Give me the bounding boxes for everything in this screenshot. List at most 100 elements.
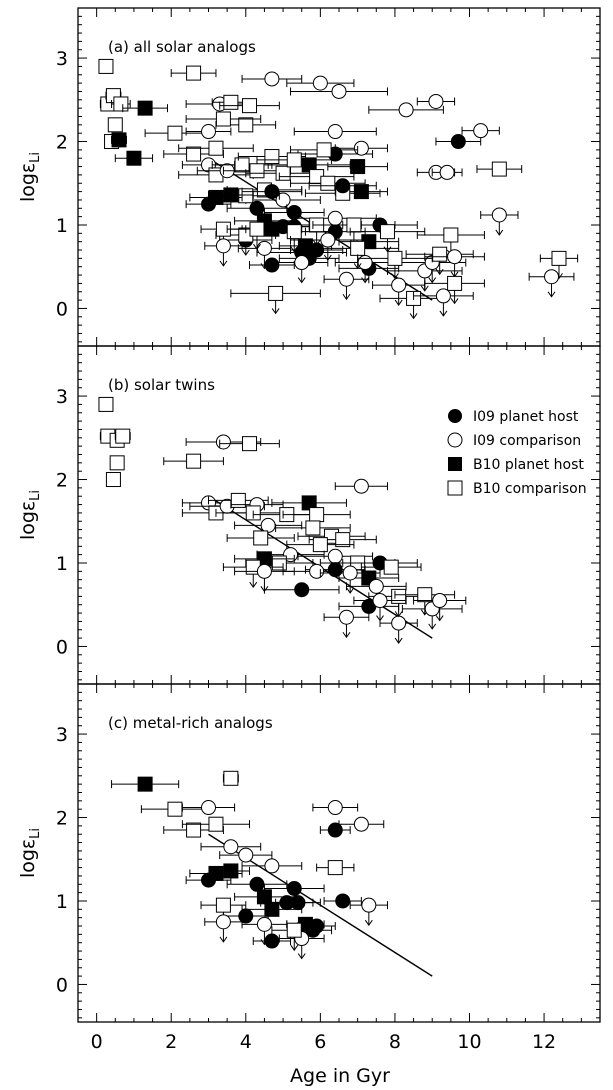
data-point — [413, 593, 467, 622]
data-point — [316, 860, 355, 876]
data-point — [208, 187, 254, 203]
data-point — [267, 157, 351, 173]
marker-open-circle — [264, 71, 280, 87]
upper-limit-arrowhead — [297, 277, 306, 284]
marker-open-square — [491, 161, 507, 177]
marker-open-circle — [353, 140, 369, 156]
y-tick-label: 2 — [56, 132, 68, 154]
marker-open-square — [115, 428, 131, 444]
data-point — [319, 565, 381, 594]
upper-limit-arrowhead — [249, 581, 258, 589]
data-point — [271, 495, 347, 511]
data-point — [185, 124, 232, 140]
data-point — [222, 559, 284, 589]
marker-open-circle — [342, 565, 358, 581]
legend-marker-open-circle — [447, 432, 463, 448]
y-tick-label: 0 — [56, 636, 68, 658]
data-point — [528, 269, 575, 298]
y-tick-label: 3 — [56, 386, 68, 408]
marker-open-circle — [320, 232, 336, 248]
data-point — [226, 530, 295, 546]
marker-open-square — [230, 492, 246, 508]
data-point — [327, 159, 388, 175]
panel-label: (a) all solar analogs — [108, 38, 256, 56]
marker-open-circle — [215, 434, 231, 450]
marker-open-circle — [353, 816, 369, 832]
data-point — [222, 770, 239, 786]
data-point — [263, 880, 325, 896]
data-point — [290, 142, 359, 158]
data-point — [424, 275, 485, 305]
panel-label: (c) metal-rich analogs — [108, 714, 273, 732]
data-point — [312, 800, 359, 816]
marker-open-square — [249, 163, 265, 179]
upper-limit-arrowhead — [409, 313, 418, 320]
y-tick-label: 3 — [56, 48, 68, 70]
marker-open-circle — [309, 563, 325, 579]
marker-open-circle — [338, 271, 354, 287]
marker-open-circle — [260, 517, 276, 533]
marker-open-circle — [223, 839, 239, 855]
upper-limit-arrowhead — [297, 953, 306, 960]
data-point — [286, 537, 355, 553]
y-tick-label: 0 — [56, 974, 68, 996]
marker-open-circle — [368, 578, 384, 594]
marker-open-square — [350, 240, 366, 256]
panel-2: 0 1 2 3 logεLi (b) solar twins — [17, 345, 601, 685]
marker-filled-square — [350, 159, 366, 175]
marker-open-square — [335, 532, 351, 548]
marker-open-circle — [327, 210, 343, 226]
marker-open-square — [443, 227, 459, 243]
legend-entry: I09 planet host — [448, 409, 579, 425]
data-point — [204, 914, 243, 943]
data-point — [323, 893, 362, 909]
marker-filled-circle — [290, 895, 306, 911]
marker-open-circle — [432, 593, 448, 609]
marker-open-square — [215, 897, 231, 913]
marker-filled-circle — [450, 134, 466, 150]
data-point — [349, 897, 388, 927]
marker-open-circle — [473, 123, 489, 139]
legend-marker-filled-square — [448, 457, 462, 471]
legend-entry: I09 comparison — [447, 432, 581, 449]
marker-open-square — [113, 96, 129, 112]
y-tick-label: 1 — [56, 215, 68, 237]
marker-open-circle — [294, 255, 310, 271]
marker-open-square — [208, 816, 224, 832]
data-point — [316, 240, 400, 270]
marker-open-square — [98, 58, 114, 74]
data-point — [349, 224, 426, 253]
legend-marker-filled-circle — [448, 409, 462, 423]
marker-open-square — [249, 221, 265, 237]
marker-open-square — [286, 152, 302, 168]
marker-open-square — [186, 65, 202, 81]
data-point — [405, 246, 474, 276]
marker-open-circle — [361, 897, 377, 913]
data-point — [334, 478, 388, 494]
data-point — [105, 472, 121, 488]
marker-open-circle — [256, 240, 272, 256]
data-point — [111, 776, 180, 792]
data-point — [413, 288, 474, 317]
data-point — [290, 232, 366, 261]
data-point — [178, 140, 254, 156]
marker-open-circle — [331, 83, 347, 99]
upper-limit-arrowhead — [353, 263, 362, 270]
marker-open-square — [223, 770, 239, 786]
marker-open-square — [305, 520, 321, 536]
data-point — [219, 98, 280, 114]
data-point — [480, 207, 519, 236]
upper-limit-arrowhead — [439, 310, 448, 317]
marker-open-square — [309, 507, 325, 523]
marker-filled-square — [264, 901, 280, 917]
data-point — [368, 102, 444, 118]
marker-open-circle — [398, 102, 414, 118]
data-point — [185, 111, 262, 127]
data-point — [163, 453, 224, 469]
legend-label: B10 planet host — [473, 457, 584, 473]
data-point — [338, 816, 385, 832]
data-point — [107, 117, 123, 133]
data-point — [323, 271, 370, 301]
upper-limit-arrowhead — [428, 277, 437, 284]
